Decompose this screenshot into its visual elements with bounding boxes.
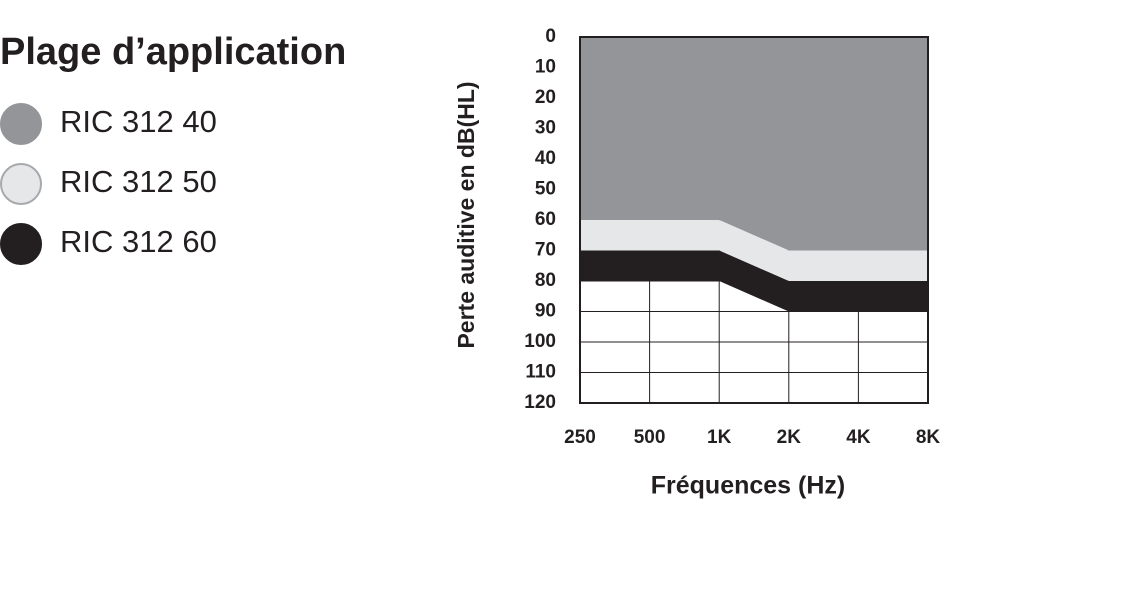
- x-tick-label: 4K: [846, 427, 871, 448]
- x-tick-label: 500: [634, 427, 666, 448]
- y-tick-label: 40: [535, 148, 556, 169]
- y-tick-label: 110: [525, 362, 556, 383]
- legend-swatch: [0, 223, 42, 265]
- y-tick-label: 120: [524, 392, 556, 413]
- x-tick-label: 250: [564, 427, 596, 448]
- y-tick-label: 100: [524, 331, 556, 352]
- legend-label: RIC 312 40: [60, 104, 217, 139]
- x-tick-label: 8K: [916, 427, 941, 448]
- legend-swatch: [0, 163, 42, 205]
- y-tick-label: 80: [535, 270, 556, 291]
- area: [580, 250, 928, 312]
- y-tick-label: 50: [535, 179, 556, 200]
- plot-frame: [579, 36, 929, 404]
- legend-title: Plage d’application: [0, 31, 346, 73]
- legend-swatch: [0, 103, 42, 145]
- y-axis-label: Perte auditive en dB(HL): [453, 81, 479, 348]
- x-tick-label: 2K: [777, 427, 802, 448]
- y-tick-label: 90: [535, 301, 556, 322]
- legend-label: RIC 312 50: [60, 164, 217, 199]
- y-tick-label: 70: [535, 240, 556, 261]
- y-tick-label: 20: [535, 87, 556, 108]
- x-axis-label: Fréquences (Hz): [651, 472, 845, 500]
- y-tick-label: 30: [535, 118, 556, 139]
- y-tick-label: 0: [545, 26, 556, 47]
- x-tick-label: 1K: [707, 427, 732, 448]
- y-tick-label: 10: [535, 57, 556, 78]
- y-tick-label: 60: [535, 209, 556, 230]
- area: [580, 220, 928, 281]
- legend-label: RIC 312 60: [60, 224, 217, 259]
- area: [580, 37, 928, 251]
